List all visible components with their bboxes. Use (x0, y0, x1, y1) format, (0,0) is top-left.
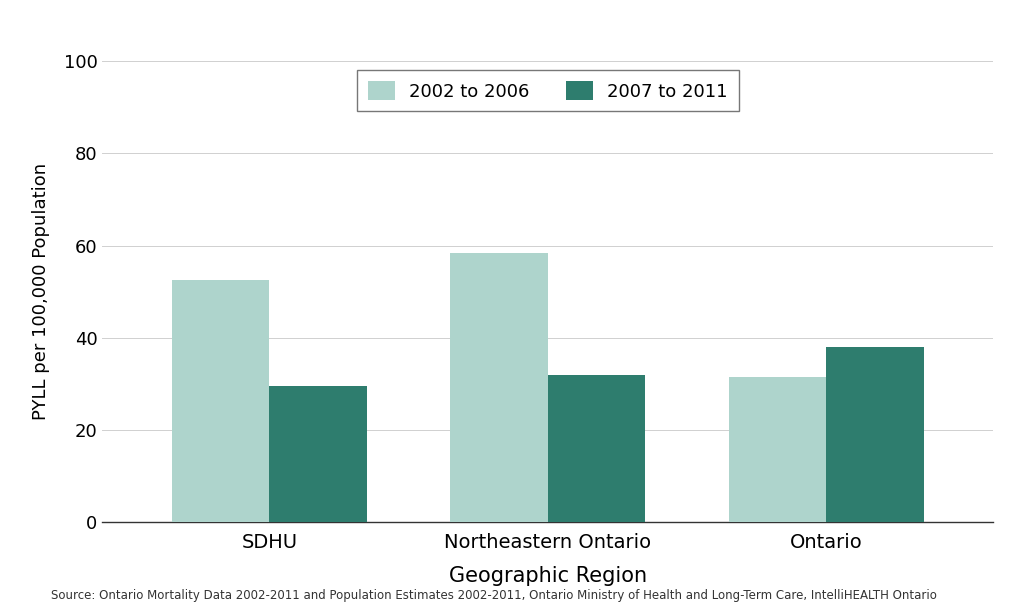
Bar (172, 280, 269, 522)
X-axis label: Geographic Region: Geographic Region (449, 566, 647, 586)
Bar (729, 377, 826, 522)
Bar (548, 375, 645, 522)
Text: Source: Ontario Mortality Data 2002-2011 and Population Estimates 2002-2011, Ont: Source: Ontario Mortality Data 2002-2011… (51, 589, 937, 602)
Bar (451, 252, 548, 522)
Bar (269, 386, 367, 522)
Y-axis label: PYLL per 100,000 Population: PYLL per 100,000 Population (32, 163, 50, 420)
Bar (826, 347, 924, 522)
Legend: 2002 to 2006, 2007 to 2011: 2002 to 2006, 2007 to 2011 (357, 71, 738, 112)
